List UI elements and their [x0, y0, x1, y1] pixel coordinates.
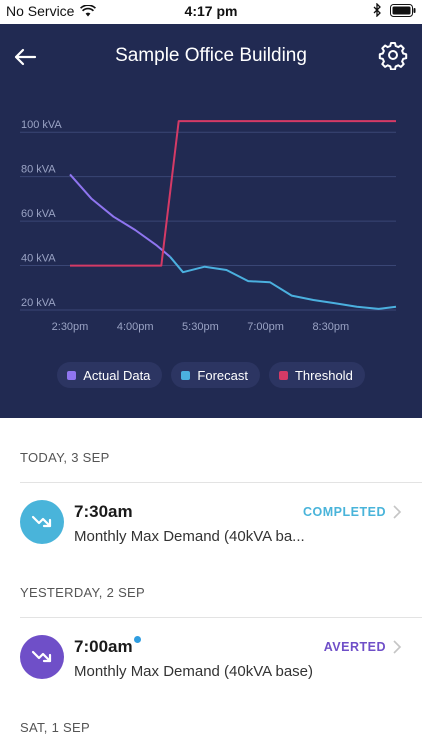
divider	[20, 617, 422, 618]
battery-icon	[390, 3, 416, 17]
event-row-averted[interactable]: 7:00am Monthly Max Demand (40kVA base) A…	[0, 617, 422, 701]
nav-bar: Sample Office Building	[0, 36, 422, 76]
event-row-completed[interactable]: 7:30am Monthly Max Demand (40kVA ba... C…	[0, 482, 422, 566]
x-tick-label: 5:30pm	[182, 321, 219, 333]
status-badge: AVERTED	[323, 640, 386, 654]
legend-label: Threshold	[294, 367, 353, 383]
legend-actual-data[interactable]: Actual Data	[57, 362, 163, 388]
back-arrow-icon[interactable]	[10, 42, 40, 72]
header-panel	[0, 0, 422, 418]
y-tick-label: 80 kVA	[21, 164, 56, 176]
event-time: 7:30am	[74, 502, 133, 521]
forecast-swatch	[181, 370, 191, 380]
event-time: 7:00am	[74, 637, 133, 656]
y-tick-label: 20 kVA	[21, 297, 56, 309]
chevron-right-icon	[393, 640, 402, 654]
section-header-sat: SAT, 1 SEP	[20, 720, 90, 735]
threshold-swatch	[278, 370, 288, 380]
forecast-line	[169, 256, 397, 310]
trend-down-glyph	[31, 650, 52, 663]
legend-forecast[interactable]: Forecast	[171, 362, 260, 388]
section-header-today: TODAY, 3 SEP	[20, 450, 110, 465]
trend-down-icon	[20, 635, 64, 679]
demand-chart: 20 kVA 40 kVA 60 kVA 80 kVA 100 kVA 2:30pm 4:…	[20, 119, 397, 333]
event-description: Monthly Max Demand (40kVA base)	[74, 663, 313, 680]
unread-dot	[134, 636, 141, 643]
status-bar: No Service 4:17 pm	[0, 0, 422, 24]
y-tick-label: 100 kVA	[21, 119, 62, 131]
x-tick-label: 8:30pm	[312, 321, 349, 333]
trend-down-icon	[20, 500, 64, 544]
chart-legend: Actual Data Forecast Threshold	[0, 362, 422, 388]
chevron-right-icon	[393, 505, 402, 519]
trend-down-glyph	[31, 515, 52, 528]
gear-icon[interactable]	[378, 40, 408, 70]
actual-swatch	[67, 370, 77, 380]
x-tick-label: 7:00pm	[247, 321, 284, 333]
threshold-line	[70, 120, 396, 267]
clock: 4:17 pm	[184, 3, 238, 19]
legend-label: Forecast	[197, 367, 248, 383]
divider	[20, 482, 422, 483]
status-badge: COMPLETED	[303, 505, 386, 519]
x-tick-label: 4:00pm	[117, 321, 154, 333]
y-tick-label: 60 kVA	[21, 208, 56, 220]
wifi-icon	[80, 5, 97, 17]
actual-data-line	[69, 173, 171, 258]
bluetooth-icon	[373, 3, 381, 17]
page-title: Sample Office Building	[115, 45, 307, 66]
carrier-label: No Service	[6, 3, 75, 19]
legend-label: Actual Data	[83, 367, 151, 383]
section-header-yesterday: YESTERDAY, 2 SEP	[20, 585, 145, 600]
legend-threshold[interactable]: Threshold	[268, 362, 365, 388]
x-tick-label: 2:30pm	[52, 321, 89, 333]
y-tick-label: 40 kVA	[21, 253, 56, 265]
event-description: Monthly Max Demand (40kVA ba...	[74, 528, 305, 545]
